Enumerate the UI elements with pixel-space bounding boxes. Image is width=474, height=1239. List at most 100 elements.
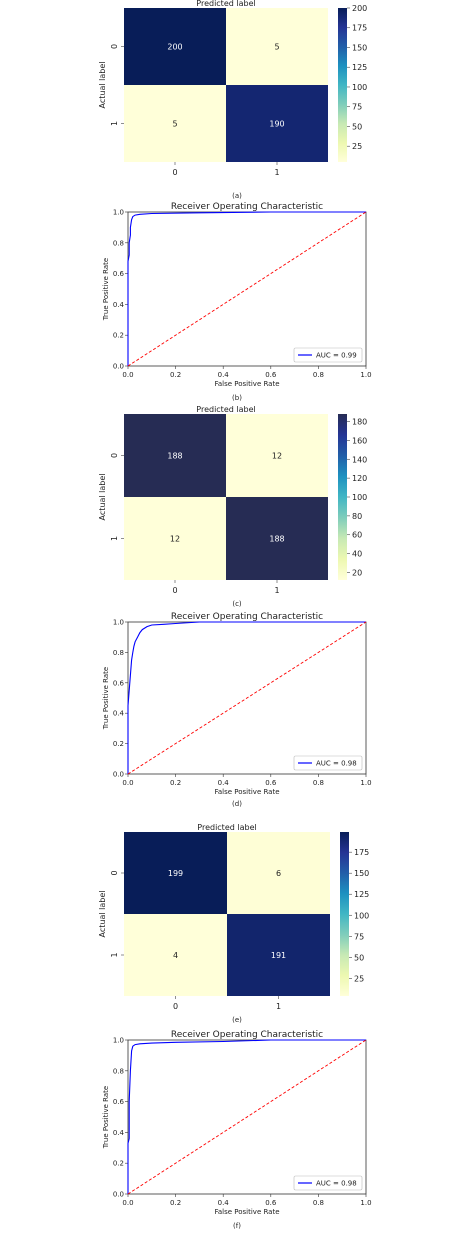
y-tick-label: 0.6: [113, 1098, 125, 1106]
y-tick-label: 0.0: [113, 1191, 124, 1199]
heatmap-cell: [124, 8, 226, 85]
heatmap-ylabel: Actual label: [98, 891, 107, 938]
roc-title: Receiver Operating Characteristic: [171, 202, 323, 212]
y-tick-label: 0.8: [113, 239, 124, 247]
y-tick-label: 0: [110, 453, 119, 458]
x-tick-label: 1: [274, 586, 279, 595]
heatmap-cell-value: 5: [274, 43, 279, 52]
heatmap-cell-value: 190: [269, 120, 284, 129]
heatmap-cell-value: 12: [272, 452, 282, 461]
x-tick-label: 0.0: [122, 371, 133, 379]
heatmap-cell-value: 191: [271, 951, 286, 960]
roc-ylabel: True Positive Rate: [102, 258, 110, 321]
heatmap-cell: [226, 414, 328, 497]
panel-label: (a): [232, 192, 242, 200]
y-tick-label: 1: [110, 121, 119, 126]
y-tick-label: 1.0: [113, 209, 124, 217]
legend: [293, 347, 363, 363]
heatmap-cell-value: 6: [276, 869, 281, 878]
panel-label: (b): [232, 394, 242, 402]
y-tick-label: 0.0: [113, 363, 124, 371]
roc-curve: [127, 1039, 366, 1194]
y-tick-label: 1.0: [113, 619, 124, 627]
panel-label: (f): [233, 1222, 241, 1230]
x-tick-label: 0.4: [218, 779, 230, 787]
colorbar-tick-label: 120: [352, 474, 367, 483]
roc-curve: [127, 621, 366, 774]
x-tick-label: 1.0: [360, 779, 371, 787]
legend-label: AUC = 0.98: [316, 1180, 357, 1188]
colorbar: [340, 832, 349, 996]
heatmap-cell-value: 12: [170, 535, 180, 544]
y-tick-label: 0.6: [113, 679, 125, 687]
roc-ylabel: True Positive Rate: [102, 1086, 110, 1149]
x-tick-label: 0.6: [265, 779, 277, 787]
heatmap-cell: [124, 414, 226, 497]
roc-title: Receiver Operating Characteristic: [171, 1030, 323, 1040]
colorbar-tick-label: 80: [352, 512, 362, 521]
heatmap-cell-value: 188: [269, 535, 284, 544]
colorbar-tick-label: 20: [352, 568, 362, 577]
colorbar-tick-label: 75: [352, 103, 362, 112]
x-tick-label: 1.0: [360, 371, 371, 379]
x-tick-label: 0.0: [122, 1199, 133, 1207]
x-tick-label: 0.8: [313, 779, 324, 787]
colorbar-tick-label: 100: [352, 493, 367, 502]
chance-line: [127, 1039, 367, 1195]
x-tick-label: 0.8: [313, 1199, 324, 1207]
colorbar-tick-label: 100: [352, 83, 367, 92]
heatmap-title: Predicted label: [196, 405, 255, 414]
colorbar-tick-label: 140: [352, 455, 367, 464]
colorbar-tick-label: 175: [352, 24, 367, 33]
x-tick-label: 0.0: [122, 779, 133, 787]
colorbar-tick-label: 150: [352, 43, 367, 52]
legend: [293, 1175, 363, 1191]
heatmap-cell-value: 188: [167, 452, 182, 461]
heatmap-cell: [124, 914, 227, 996]
colorbar-tick-label: 200: [352, 4, 367, 13]
heatmap-cell: [124, 85, 226, 162]
chance-line: [127, 621, 367, 775]
colorbar-tick-label: 125: [354, 890, 369, 899]
colorbar-tick-label: 160: [352, 436, 367, 445]
chance-line: [127, 211, 367, 367]
colorbar-tick-label: 25: [354, 974, 364, 983]
roc-curve: [127, 211, 366, 366]
heatmap-cell: [226, 8, 328, 85]
x-tick-label: 0.6: [265, 1199, 277, 1207]
roc-xlabel: False Positive Rate: [214, 380, 279, 388]
x-tick-label: 0.2: [170, 371, 181, 379]
heatmap-cell-value: 5: [172, 120, 177, 129]
y-tick-label: 1: [110, 952, 119, 957]
panel-label: (d): [232, 800, 242, 808]
panel-label: (e): [232, 1016, 242, 1024]
colorbar-tick-label: 25: [352, 142, 362, 151]
heatmap-cell: [124, 497, 226, 580]
roc-xlabel: False Positive Rate: [214, 1208, 279, 1216]
colorbar-tick-label: 175: [354, 848, 369, 857]
roc-ylabel: True Positive Rate: [102, 667, 110, 730]
x-tick-label: 0: [172, 586, 177, 595]
colorbar: [338, 8, 347, 162]
y-tick-label: 0: [110, 44, 119, 49]
colorbar-tick-label: 150: [354, 869, 369, 878]
legend-label: AUC = 0.98: [316, 760, 357, 768]
heatmap-ylabel: Actual label: [98, 474, 107, 521]
x-tick-label: 1.0: [360, 1199, 371, 1207]
y-tick-label: 0: [110, 870, 119, 875]
x-tick-label: 0.8: [313, 371, 324, 379]
heatmap-cell-value: 200: [167, 43, 182, 52]
y-tick-label: 1.0: [113, 1037, 124, 1045]
legend-label: AUC = 0.99: [316, 352, 357, 360]
heatmap-cell: [226, 497, 328, 580]
x-tick-label: 1: [274, 168, 279, 177]
colorbar-tick-label: 60: [352, 531, 362, 540]
y-tick-label: 0.4: [113, 301, 125, 309]
x-tick-label: 0.6: [265, 371, 277, 379]
colorbar-tick-label: 75: [354, 932, 364, 941]
y-tick-label: 0.0: [113, 771, 124, 779]
heatmap-title: Predicted label: [196, 0, 255, 8]
y-tick-label: 0.4: [113, 710, 125, 718]
colorbar-tick-label: 50: [354, 953, 364, 962]
panel-label: (c): [232, 600, 242, 608]
